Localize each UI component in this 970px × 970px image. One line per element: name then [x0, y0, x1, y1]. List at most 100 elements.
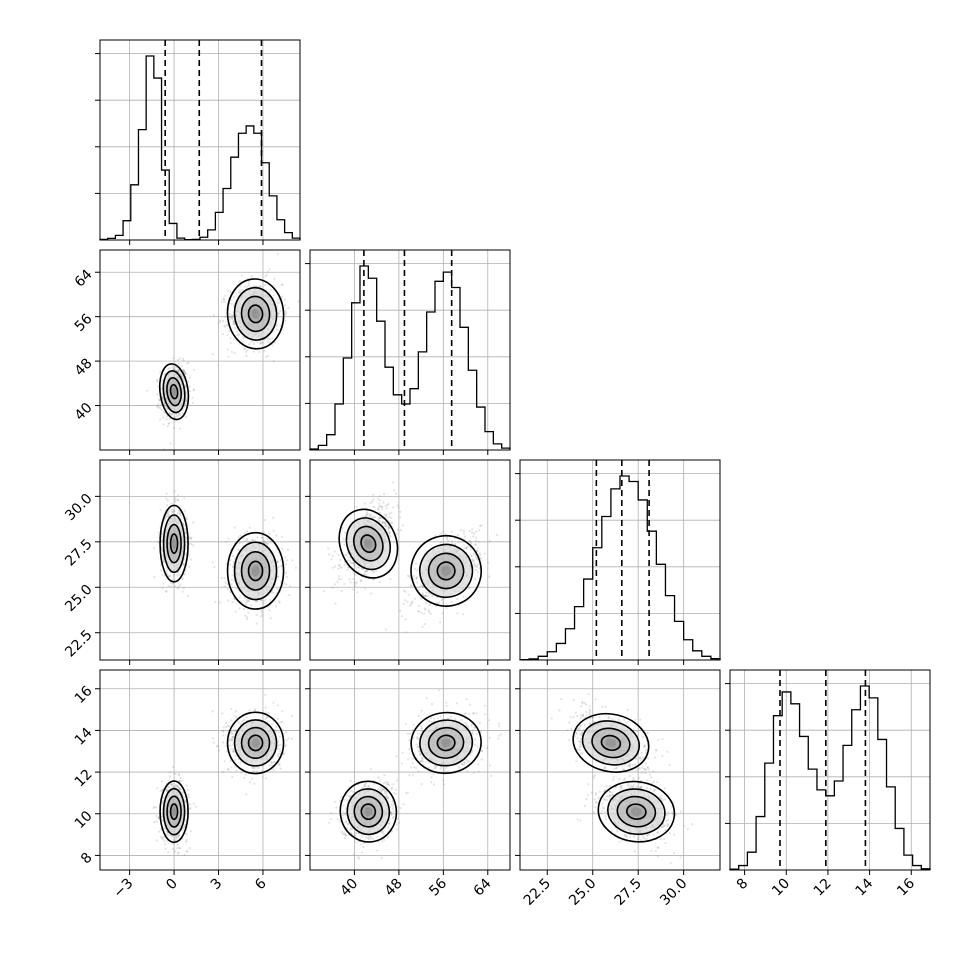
contour-level-1 [626, 803, 647, 820]
density-shade [630, 807, 642, 816]
contour-level-3 [345, 517, 391, 571]
contour-level-4 [159, 780, 189, 844]
histogram-steps-p2 [519, 475, 721, 661]
scatter-panel-p0-p1 [99, 249, 301, 451]
contour-level-1 [169, 803, 179, 821]
contour-level-3 [233, 286, 278, 341]
density-shade [167, 797, 181, 827]
histogram-panel-p2 [515, 459, 721, 661]
scatter-panel-p2-p3 [519, 669, 721, 871]
contour-level-3 [419, 719, 474, 767]
panel-frame [519, 669, 721, 871]
density-shade [172, 538, 177, 550]
density-shade [251, 738, 260, 748]
contour-level-2 [166, 795, 182, 828]
contour-level-2 [591, 727, 631, 759]
density-shade [592, 729, 629, 757]
contour-level-1 [247, 560, 264, 582]
panel-frame [309, 459, 511, 661]
scatter-panel-p1-p2 [309, 459, 511, 661]
panel-frame [309, 249, 511, 451]
density-shade [436, 560, 457, 581]
contour-level-3 [162, 514, 186, 574]
density-shade [618, 797, 655, 827]
density-shade [172, 807, 177, 817]
density-shade [242, 552, 269, 590]
density-shade [170, 532, 179, 555]
x-tick-label-p1: 64 [471, 875, 495, 899]
x-tick-label-p3: 8 [734, 876, 752, 894]
density-shade [441, 565, 452, 576]
contour-level-3 [607, 788, 666, 836]
y-tick-label-p1: 56 [72, 311, 96, 335]
density-shade [360, 803, 377, 821]
panel-frame [99, 39, 301, 241]
histogram-panel-p1 [305, 249, 511, 451]
scatter-panel-p1-p3 [309, 669, 511, 871]
y-tick-label-p1: 40 [72, 400, 96, 424]
x-tick-label-p0: 6 [252, 875, 270, 893]
contour-level-4 [410, 534, 482, 607]
density-shade [354, 527, 383, 560]
contour-level-3 [346, 788, 391, 836]
density-shade [583, 722, 638, 764]
x-tick-label-p3: 12 [811, 876, 835, 900]
density-shade [251, 565, 260, 577]
x-tick-label-p0: 3 [208, 876, 226, 894]
y-tick-label-p1: 64 [72, 267, 96, 291]
histogram-steps-p0 [99, 55, 301, 241]
density-shade [242, 728, 269, 758]
histogram-steps-p1 [309, 265, 511, 450]
x-tick-label-p3: 16 [894, 875, 918, 899]
density-shade [364, 538, 373, 549]
contour-level-1 [247, 304, 264, 324]
contour-level-4 [226, 278, 285, 350]
y-tick-label-p3: 12 [72, 766, 96, 790]
contour-level-2 [427, 726, 465, 759]
density-shade [436, 734, 457, 752]
density-shade [364, 807, 373, 816]
contour-level-1 [600, 734, 622, 752]
y-tick-label-p2: 27.5 [62, 536, 95, 569]
contour-level-3 [233, 541, 278, 601]
density-shade [600, 734, 622, 752]
panel-frame [99, 249, 301, 451]
scatter-points [146, 253, 300, 450]
contour-level-4 [597, 780, 676, 843]
contour-level-2 [166, 523, 182, 564]
density-shade [354, 797, 382, 827]
y-tick-label-p2: 22.5 [62, 627, 95, 660]
x-tick-label-p0: −3 [111, 876, 137, 902]
y-tick-label-p2: 25.0 [62, 582, 95, 615]
density-shade [247, 303, 264, 324]
density-shade [242, 297, 269, 331]
histogram-steps-p3 [729, 685, 931, 870]
density-shade [429, 554, 463, 588]
scatter-panel-p0-p2 [99, 459, 301, 661]
x-tick-label-p1: 40 [337, 876, 361, 900]
density-shade [429, 728, 463, 758]
contour-level-3 [419, 543, 474, 599]
contour-level-2 [616, 795, 657, 828]
contour-level-2 [240, 295, 271, 333]
x-tick-label-p3: 10 [769, 876, 793, 900]
panel-frame [519, 459, 721, 661]
density-shade [251, 308, 260, 319]
contour-level-2 [240, 551, 271, 591]
histogram-panel-p3 [725, 669, 931, 871]
panel-frame [729, 669, 931, 871]
density-shade [247, 734, 264, 752]
contour-level-1 [169, 533, 179, 554]
density-shade [170, 802, 179, 821]
contour-level-1 [360, 534, 377, 553]
density-shade [347, 519, 390, 569]
histogram-panel-p0 [95, 39, 301, 241]
y-tick-label-p3: 8 [78, 850, 96, 868]
contour-level-2 [352, 525, 384, 562]
contour-level-3 [162, 787, 186, 836]
contour-level-4 [410, 711, 482, 775]
contour-level-2 [240, 726, 271, 760]
contour-level-1 [436, 561, 456, 581]
x-tick-label-p0: 0 [163, 876, 181, 894]
contour-level-3 [233, 719, 278, 767]
